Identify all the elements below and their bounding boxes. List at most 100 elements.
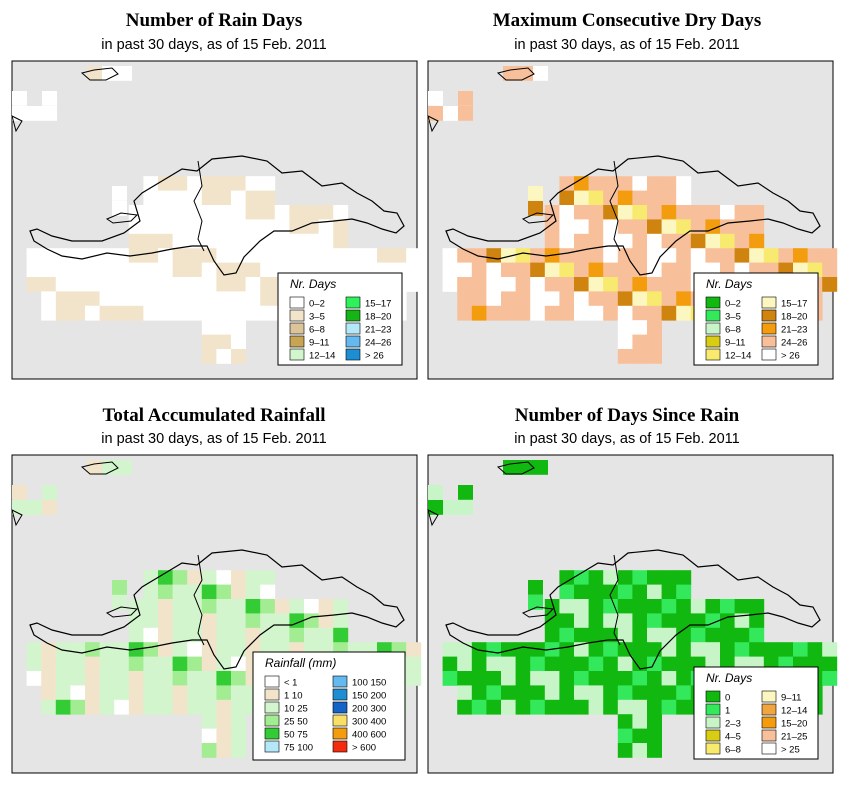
legend-label: 6–8 [309, 325, 325, 336]
grid-cell [647, 656, 662, 672]
grid-cell [99, 305, 115, 321]
grid-cell [690, 248, 706, 263]
grid-cell [734, 613, 750, 629]
legend-swatch [345, 309, 361, 322]
grid-cell [41, 262, 57, 278]
grid-cell [661, 248, 677, 263]
grid-cell [201, 671, 217, 686]
grid-cell [617, 277, 633, 292]
grid-cell [216, 277, 232, 292]
grid-cell [216, 262, 232, 278]
grid-cell [231, 728, 246, 744]
grid-cell [515, 656, 531, 672]
panel-title-dry-days: Maximum Consecutive Dry Days [492, 10, 762, 31]
grid-cell [143, 599, 159, 614]
grid-cell [201, 656, 217, 672]
legend-swatch [705, 335, 721, 348]
grid-cell [201, 570, 217, 585]
cuba-tip-outline [11, 509, 23, 527]
grid-cell [690, 205, 706, 220]
grid-cell [705, 599, 721, 614]
grid-cell [676, 584, 692, 600]
grid-cell [661, 305, 677, 321]
grid-cell [216, 334, 232, 350]
grid-cell [55, 699, 71, 715]
grid-cell [128, 219, 144, 235]
grid-cell [333, 627, 349, 643]
grid-cell [245, 570, 261, 585]
grid-cell [632, 334, 648, 350]
grid-cell [676, 277, 692, 292]
grid-cell [617, 570, 633, 585]
grid-cell [27, 500, 42, 515]
grid-cell [231, 584, 246, 600]
grid-cell [533, 66, 548, 81]
legend-swatch [332, 675, 348, 688]
grid-cell [85, 685, 100, 701]
grid-cell [574, 584, 589, 600]
grid-cell [187, 599, 203, 614]
grid-cell [544, 233, 560, 249]
grid-cell [41, 291, 57, 307]
grid-cell [245, 262, 261, 278]
grid-cell [187, 262, 203, 278]
small-island-outline [80, 461, 119, 475]
grid-cell [603, 176, 619, 191]
grid-cell [632, 291, 648, 307]
legend-label: 9–11 [725, 338, 745, 349]
grid-cell [128, 685, 144, 701]
legend-label: 21–25 [781, 732, 807, 743]
grid-cell [647, 190, 662, 206]
grid-cell [216, 305, 232, 321]
grid-cell [588, 642, 604, 657]
grid-cell [231, 349, 246, 364]
grid-cell [216, 599, 232, 614]
grid-cell [428, 500, 443, 515]
legend-swatch [761, 703, 777, 716]
grid-cell [289, 599, 305, 614]
grid-cell [187, 584, 203, 600]
grid-cell [690, 627, 706, 643]
grid-cell [260, 190, 276, 206]
grid-cell [632, 205, 648, 220]
grid-cell [143, 642, 159, 657]
panel-title-days-since: Number of Days Since Rain [514, 405, 740, 426]
grid-cell [172, 205, 188, 220]
grid-cell [172, 219, 188, 235]
grid-cell [720, 599, 735, 614]
grid-cell [822, 656, 838, 672]
grid-cell [187, 291, 203, 307]
grid-cell [822, 248, 838, 263]
grid-cell [486, 262, 502, 278]
grid-cell [588, 205, 604, 220]
grid-cell [318, 613, 334, 629]
grid-cell [588, 599, 604, 614]
legend-title: Nr. Days [706, 277, 752, 291]
grid-cell [559, 699, 575, 715]
grid-cell [559, 305, 575, 321]
grid-cell [559, 291, 575, 307]
grid-cell [41, 305, 57, 321]
legend-label: 2–3 [725, 719, 741, 730]
grid-cell [544, 219, 560, 235]
grid-cell [99, 685, 115, 701]
grid-cell [544, 599, 560, 614]
grid-cell [486, 685, 502, 701]
island-outline [29, 549, 405, 670]
grid-cell [588, 584, 604, 600]
grid-cell [690, 613, 706, 629]
small-island-outline [496, 67, 535, 81]
grid-cell [588, 627, 604, 643]
grid-cell [216, 176, 232, 191]
grid-cell [603, 570, 619, 585]
panel-subtitle-rain-days: in past 30 days, as of 15 Feb. 2011 [101, 37, 327, 53]
grid-cell [158, 262, 173, 278]
grid-cell [486, 642, 502, 657]
grid-cell [55, 262, 71, 278]
gonave-island-outline [105, 606, 139, 618]
grid-cell [216, 685, 232, 701]
grid-cell [676, 671, 692, 686]
grid-cell [112, 186, 127, 201]
grid-cell [260, 205, 276, 220]
grid-cell [501, 305, 516, 321]
